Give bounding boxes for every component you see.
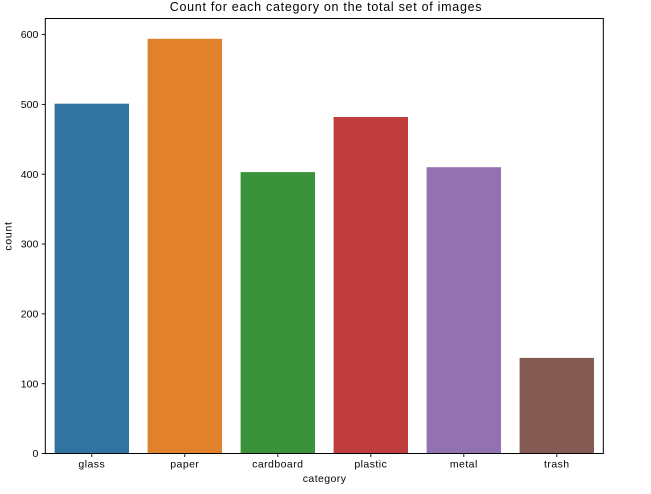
svg-text:metal: metal [450,459,478,471]
svg-text:200: 200 [21,308,39,320]
svg-text:100: 100 [21,378,39,390]
svg-text:cardboard: cardboard [252,459,303,471]
svg-text:count: count [3,221,15,250]
svg-text:0: 0 [32,448,38,460]
svg-text:paper: paper [170,459,199,471]
svg-text:500: 500 [21,99,39,111]
svg-text:Count for each category on the: Count for each category on the total set… [170,0,483,14]
svg-text:plastic: plastic [354,459,387,471]
svg-text:600: 600 [21,29,39,41]
svg-text:category: category [303,473,347,485]
svg-text:300: 300 [21,239,39,251]
svg-text:glass: glass [78,459,105,471]
svg-text:400: 400 [21,169,39,181]
svg-text:trash: trash [544,459,570,471]
